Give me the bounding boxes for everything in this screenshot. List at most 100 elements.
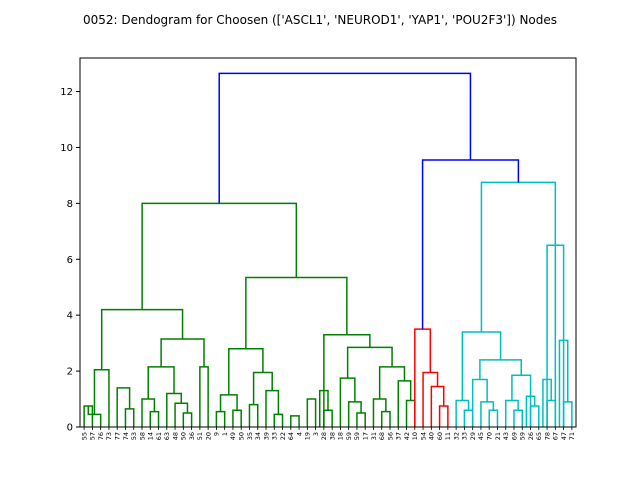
dendrogram-link [504,399,519,427]
dendrogram-link [471,378,488,427]
leaf-label: 34 [254,432,262,440]
y-axis: 0 2 4 6 8 10 12 [60,87,80,434]
dendrogram-link [93,368,110,427]
dendrogram-link [562,401,573,427]
dendrogram-link [378,366,406,400]
dendrogram-link [461,331,502,401]
leaf-label: 59 [353,432,361,440]
leaf-label: 17 [362,432,370,440]
leaf-label: 60 [436,432,444,440]
y-tick-label: 6 [67,255,73,266]
leaf-label: 48 [171,432,179,440]
leaf-label: 58 [138,432,146,440]
dendrogram-link [166,392,183,427]
dendrogram-link [290,415,300,427]
leaf-label: 57 [89,432,97,440]
leaf-label: 63 [163,432,171,440]
leaf-label: 33 [461,432,469,440]
leaf-label: 67 [552,432,560,440]
dendrogram-link [529,405,540,427]
dendrogram-link [372,398,387,427]
dendrogram-link [218,72,472,204]
leaf-label: 70 [486,432,494,440]
dendrogram-link [245,276,348,349]
leaf-label: 50 [238,432,246,440]
dendrogram-link [248,403,259,427]
dendrogram-link [124,408,135,427]
dendrogram-link [174,402,189,427]
leaf-label: 43 [502,432,510,440]
leaf-label: 56 [386,432,394,440]
dendrogram-link [147,366,175,400]
leaf-label: 59 [345,432,353,440]
y-tick-label: 4 [67,311,73,322]
leaf-label: 47 [560,432,568,440]
leaf-label: 55 [80,432,88,440]
x-axis-leaf-labels: 55 57 76 73 77 74 53 58 14 61 63 48 50 36 51 20 9 1 49 50 35… [80,427,576,440]
dendrogram-link [232,409,242,427]
dendrogram-link [306,398,317,427]
leaf-label: 19 [304,432,312,440]
leaf-label: 64 [287,432,295,440]
leaf-label: 76 [97,432,105,440]
leaf-label: 73 [105,432,113,440]
leaf-label: 50 [180,432,188,440]
dendrogram-link [100,308,184,370]
dendrogram-link [116,387,131,427]
dendrogram-link [430,385,445,427]
leaf-label: 59 [519,432,527,440]
dendrogram-link [199,366,209,427]
dendrogram-link [422,371,439,427]
leaf-label: 68 [378,432,386,440]
dendrogram-link [421,159,520,330]
dendrogram-link [347,401,362,427]
leaf-label: 61 [155,432,163,440]
dendrogram-link [252,371,273,405]
leaf-label: 4 [295,432,303,436]
dendrogram-link [397,380,412,427]
leaf-label: 74 [122,432,130,440]
dendrogram-links [83,72,573,427]
dendrogram-link [160,338,205,367]
leaf-label: 10 [411,432,419,440]
leaf-label: 65 [535,432,543,440]
leaf-label: 53 [130,432,138,440]
leaf-label: 9 [213,432,221,436]
dendrogram-link [323,409,333,427]
chart-title: 0052: Dendogram for Choosen (['ASCL1', '… [83,13,557,27]
dendrogram-link [265,389,280,427]
y-tick-label: 12 [60,87,73,98]
dendrogram-link [356,412,366,427]
leaf-label: 3 [312,432,320,436]
dendrogram-link [141,202,298,310]
leaf-label: 39 [262,432,270,440]
leaf-label: 26 [527,432,535,440]
leaf-label: 37 [395,432,403,440]
leaf-label: 40 [428,432,436,440]
leaf-label: 33 [271,432,279,440]
dendrogram-link [546,399,557,427]
leaf-label: 22 [279,432,287,440]
dendrogram-link [488,409,499,427]
leaf-label: 14 [147,432,155,440]
leaf-label: 32 [452,432,460,440]
dendrogram-link [219,394,238,412]
dendrogram-link [438,405,449,427]
leaf-label: 20 [204,432,212,440]
leaf-label: 45 [477,432,485,440]
dendrogram-link [479,359,522,380]
leaf-label: 36 [188,432,196,440]
dendrogram-link [149,410,160,427]
leaf-label: 29 [469,432,477,440]
dendrogram-link [405,399,416,427]
leaf-label: 18 [337,432,345,440]
dendrogram-link [339,377,356,427]
leaf-label: 51 [196,432,204,440]
y-tick-label: 10 [60,143,73,154]
leaf-label: 71 [568,432,576,440]
plot-frame [79,57,577,428]
dendrogram-link [215,410,226,427]
leaf-label: 21 [494,432,502,440]
leaf-label: 31 [370,432,378,440]
